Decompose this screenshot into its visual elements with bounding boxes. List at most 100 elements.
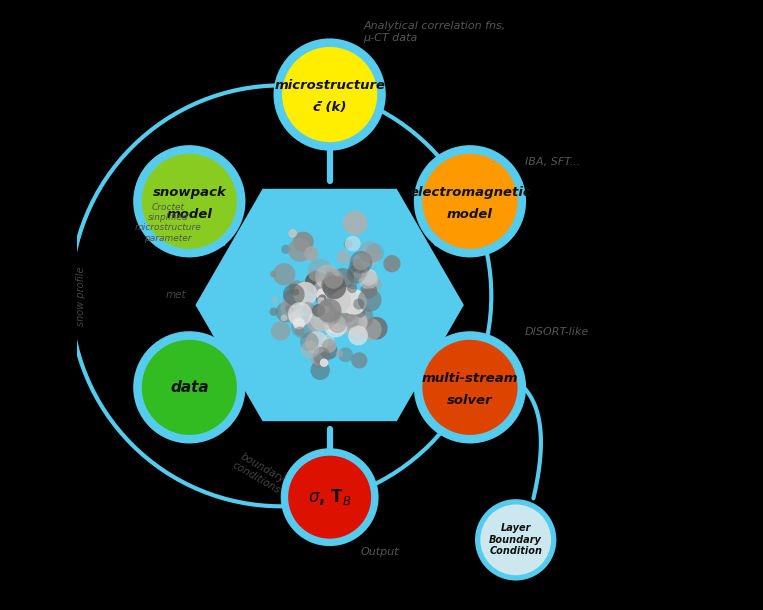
Text: solver: solver — [447, 394, 493, 407]
Circle shape — [283, 289, 304, 310]
Circle shape — [345, 296, 356, 307]
Text: boundary
conditions: boundary conditions — [231, 450, 288, 495]
Circle shape — [320, 342, 337, 360]
Circle shape — [300, 332, 319, 351]
Circle shape — [289, 280, 304, 296]
Circle shape — [320, 273, 340, 292]
Circle shape — [365, 317, 388, 340]
Text: ć̃ (k): ć̃ (k) — [313, 101, 346, 114]
Circle shape — [321, 276, 340, 295]
Circle shape — [142, 154, 237, 249]
Circle shape — [271, 296, 278, 304]
Circle shape — [327, 315, 346, 334]
Circle shape — [359, 318, 382, 341]
Circle shape — [288, 456, 371, 539]
Circle shape — [293, 317, 305, 329]
Circle shape — [359, 270, 378, 289]
Circle shape — [134, 331, 246, 443]
Circle shape — [271, 321, 291, 340]
Circle shape — [326, 266, 333, 274]
Circle shape — [283, 284, 304, 305]
Circle shape — [313, 347, 330, 364]
Polygon shape — [211, 202, 449, 408]
Circle shape — [353, 254, 369, 271]
Circle shape — [348, 313, 368, 332]
Circle shape — [324, 315, 347, 337]
Text: Analytical correlation fns,
μ-CT data: Analytical correlation fns, μ-CT data — [363, 21, 505, 43]
Circle shape — [317, 319, 327, 331]
Circle shape — [288, 302, 312, 326]
Circle shape — [349, 251, 372, 274]
Text: snowpack: snowpack — [153, 186, 227, 199]
Polygon shape — [195, 188, 464, 422]
Circle shape — [273, 38, 386, 151]
Circle shape — [304, 301, 311, 307]
Circle shape — [355, 307, 365, 318]
Text: DISORT-like: DISORT-like — [525, 328, 589, 337]
Circle shape — [333, 281, 343, 290]
Circle shape — [348, 326, 368, 345]
Circle shape — [317, 288, 329, 301]
Circle shape — [280, 295, 307, 321]
Circle shape — [316, 293, 327, 304]
Circle shape — [332, 314, 339, 321]
Circle shape — [328, 309, 354, 334]
Circle shape — [328, 319, 343, 334]
Circle shape — [305, 305, 330, 330]
Circle shape — [338, 273, 357, 292]
Circle shape — [315, 265, 340, 289]
Circle shape — [307, 259, 332, 283]
Circle shape — [282, 47, 377, 142]
Circle shape — [414, 331, 526, 443]
Circle shape — [288, 229, 297, 238]
Circle shape — [336, 350, 343, 357]
Circle shape — [322, 339, 336, 353]
Circle shape — [323, 334, 334, 346]
Text: Layer
Boundary
Condition: Layer Boundary Condition — [489, 523, 542, 556]
Circle shape — [345, 235, 361, 251]
Circle shape — [285, 304, 294, 313]
Circle shape — [346, 265, 365, 284]
Circle shape — [338, 348, 353, 362]
Circle shape — [333, 290, 346, 303]
Text: Croctet
sinplified
microstructure
parameter: Croctet sinplified microstructure parame… — [134, 203, 201, 243]
Circle shape — [323, 276, 346, 299]
Circle shape — [327, 288, 351, 313]
Circle shape — [365, 243, 385, 262]
Circle shape — [343, 298, 355, 310]
Text: $\sigma$, T$_B$: $\sigma$, T$_B$ — [308, 487, 351, 507]
Circle shape — [334, 304, 356, 326]
Circle shape — [270, 271, 277, 278]
Circle shape — [317, 298, 342, 323]
Circle shape — [338, 304, 356, 323]
Circle shape — [333, 282, 348, 296]
Circle shape — [331, 268, 354, 290]
Text: data: data — [170, 380, 208, 395]
Text: model: model — [166, 208, 212, 221]
Text: multi-stream: multi-stream — [422, 372, 518, 386]
Circle shape — [333, 277, 345, 289]
Circle shape — [351, 352, 368, 368]
Circle shape — [328, 315, 347, 333]
Circle shape — [369, 278, 382, 290]
Circle shape — [348, 259, 369, 279]
Circle shape — [307, 314, 324, 332]
Circle shape — [142, 340, 237, 435]
Circle shape — [300, 281, 307, 289]
Circle shape — [318, 300, 325, 307]
Text: snow profile: snow profile — [76, 266, 86, 326]
Circle shape — [293, 232, 314, 253]
Circle shape — [343, 240, 353, 248]
Circle shape — [322, 306, 330, 314]
Circle shape — [317, 297, 325, 304]
Circle shape — [423, 340, 517, 435]
Circle shape — [358, 288, 382, 312]
Circle shape — [318, 294, 327, 303]
Circle shape — [353, 270, 362, 279]
Circle shape — [347, 323, 364, 339]
Circle shape — [310, 306, 335, 331]
Circle shape — [326, 272, 334, 281]
Circle shape — [343, 210, 368, 235]
Circle shape — [281, 315, 288, 321]
Circle shape — [359, 241, 381, 264]
